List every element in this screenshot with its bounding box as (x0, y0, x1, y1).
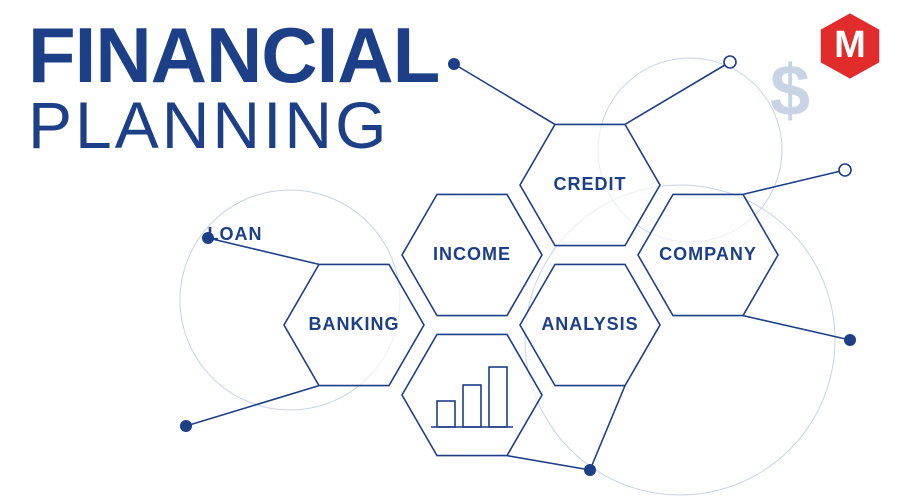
label-income: INCOME (433, 244, 511, 264)
label-credit: CREDIT (554, 174, 627, 194)
label-analysis: ANALYSIS (541, 314, 638, 334)
connector (507, 456, 590, 470)
node-ring (724, 56, 736, 68)
node-ring (839, 164, 851, 176)
infographic-stage: FINANCIAL PLANNING M $ BANKINGINCOMEANAL… (0, 0, 900, 504)
node-dot (180, 420, 192, 432)
ext-label: LOAN (208, 224, 263, 244)
hex-diagram: $ BANKING INCOME ANALYSIS CREDIT COMPANY LOAN (0, 0, 900, 504)
connector (186, 386, 319, 426)
connector (743, 170, 845, 194)
connector (454, 64, 555, 124)
label-company: COMPANY (659, 244, 757, 264)
connector (590, 386, 625, 470)
node-dot (448, 58, 460, 70)
hex-layer (284, 124, 778, 455)
label-banking: BANKING (309, 314, 400, 334)
connector (625, 62, 730, 124)
hex-chart (402, 334, 542, 455)
node-dot (844, 334, 856, 346)
dollar-icon: $ (770, 51, 810, 131)
